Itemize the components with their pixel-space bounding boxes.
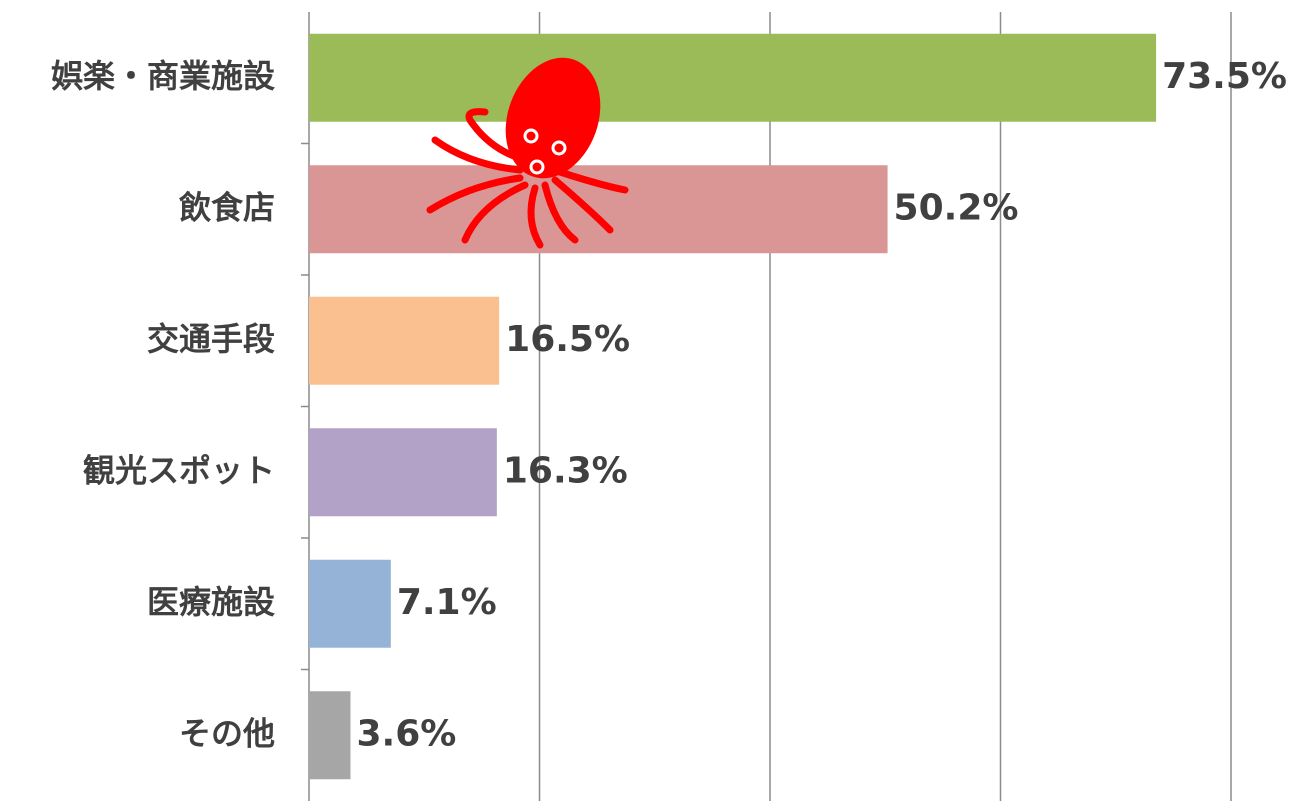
bar <box>309 428 497 516</box>
value-label: 3.6% <box>356 713 456 754</box>
bar <box>309 297 499 385</box>
category-label: 飲食店 <box>179 188 275 226</box>
value-label: 16.5% <box>505 319 630 360</box>
category-label: 娯楽・商業施設 <box>51 57 275 95</box>
value-label: 16.3% <box>503 450 628 491</box>
bar <box>309 34 1156 122</box>
bar <box>309 560 391 648</box>
value-label: 7.1% <box>397 582 497 623</box>
category-label: 観光スポット <box>83 451 275 489</box>
category-label: 交通手段 <box>147 320 275 358</box>
category-label: その他 <box>179 714 275 752</box>
category-label: 医療施設 <box>147 583 275 621</box>
value-label: 73.5% <box>1162 56 1287 97</box>
chart: 娯楽・商業施設 73.5% 飲食店 50.2% 交通手段 16.5% 観光スポット 16.3%… <box>0 0 1307 801</box>
value-label: 50.2% <box>894 187 1019 228</box>
bar <box>309 691 350 779</box>
bar <box>309 165 888 253</box>
